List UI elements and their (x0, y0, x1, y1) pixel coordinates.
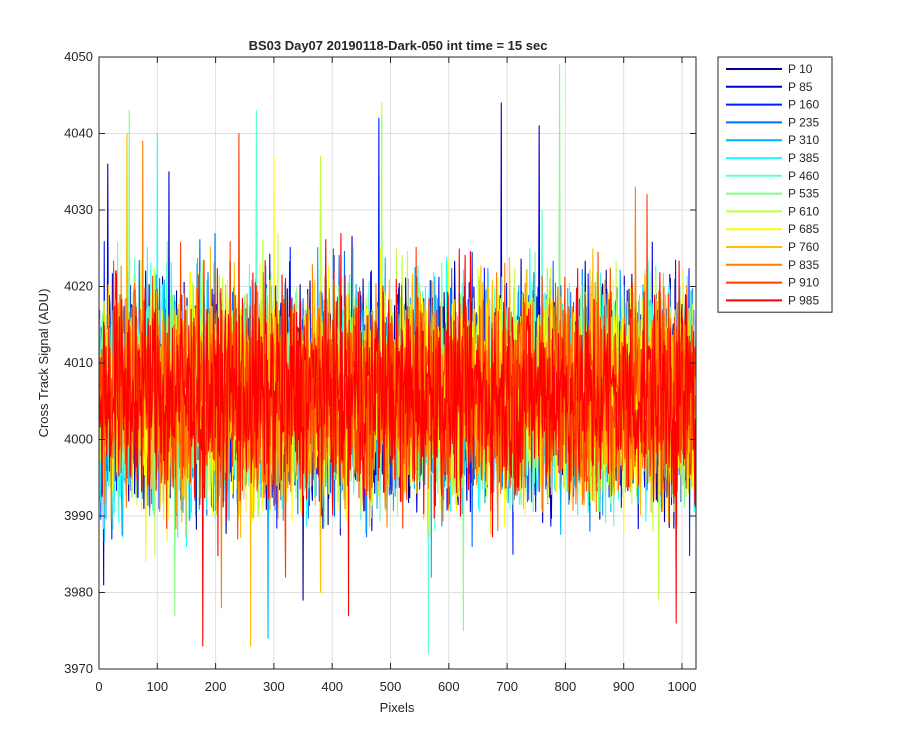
y-tick-label: 3980 (64, 585, 93, 600)
series-layer (98, 64, 697, 655)
legend-label: P 685 (788, 222, 819, 236)
legend-label: P 835 (788, 258, 819, 272)
legend-label: P 160 (788, 98, 819, 112)
legend: P 10 P 85 P 160 P 235 P 310 P 385 P 460 P 535 P … (717, 56, 833, 313)
x-tick-label: 800 (555, 679, 577, 694)
x-tick-label: 200 (205, 679, 227, 694)
legend-label: P 10 (788, 62, 813, 76)
y-tick-label: 4000 (64, 432, 93, 447)
x-tick-label: 0 (95, 679, 102, 694)
x-tick-label: 600 (438, 679, 460, 694)
x-tick-label: 300 (263, 679, 285, 694)
axis-ticks: 0 100 200 300 400 500 600 700 800 900 1000 3970 3980… (64, 49, 696, 694)
series-line-p985 (98, 232, 697, 647)
x-tick-label: 100 (146, 679, 168, 694)
legend-label: P 760 (788, 240, 819, 254)
legend-label: P 910 (788, 276, 819, 290)
x-tick-label: 500 (380, 679, 402, 694)
legend-label: P 460 (788, 169, 819, 183)
legend-label: P 985 (788, 293, 819, 307)
y-tick-label: 3970 (64, 661, 93, 676)
x-tick-label: 900 (613, 679, 635, 694)
legend-label: P 535 (788, 187, 819, 201)
x-tick-label: 700 (496, 679, 518, 694)
y-axis-label: Cross Track Signal (ADU) (36, 289, 51, 438)
legend-label: P 385 (788, 151, 819, 165)
legend-label: P 235 (788, 115, 819, 129)
x-tick-label: 400 (321, 679, 343, 694)
y-tick-label: 4010 (64, 355, 93, 370)
legend-label: P 610 (788, 204, 819, 218)
legend-box (717, 56, 833, 313)
y-tick-label: 4030 (64, 202, 93, 217)
x-axis-label: Pixels (380, 700, 415, 715)
legend-label: P 85 (788, 80, 813, 94)
y-tick-label: 4050 (64, 49, 93, 64)
legend-label: P 310 (788, 133, 819, 147)
x-tick-label: 1000 (668, 679, 697, 694)
y-tick-label: 3990 (64, 508, 93, 523)
chart-title: BS03 Day07 20190118-Dark-050 int time = … (249, 38, 548, 53)
y-tick-label: 4040 (64, 126, 93, 141)
y-tick-label: 4020 (64, 279, 93, 294)
